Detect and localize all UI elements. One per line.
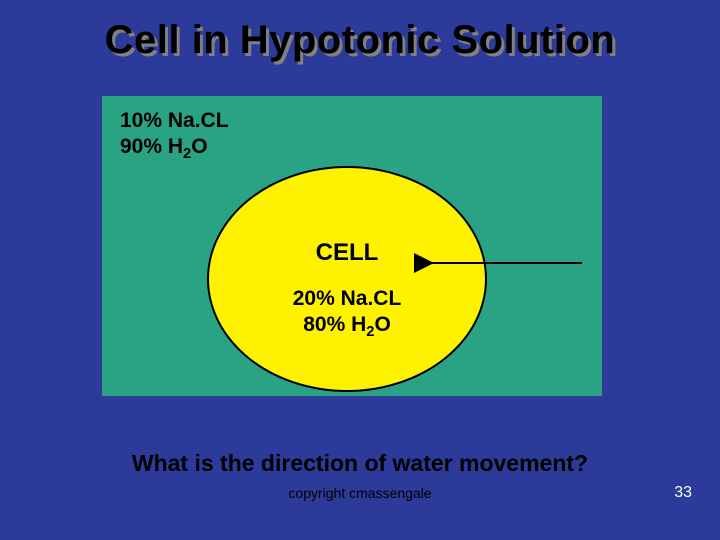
diagram-box: 10% Na.CL 90% H2O CELL 20% Na.CL 80% H2O <box>102 96 602 396</box>
slide: Cell in Hypotonic Solution 10% Na.CL 90%… <box>0 0 720 540</box>
page-number: 33 <box>674 484 692 502</box>
water-movement-arrow <box>102 96 602 396</box>
copyright-text: copyright cmassengale <box>0 485 720 501</box>
title-text: Cell in Hypotonic Solution <box>105 18 616 62</box>
question-text: What is the direction of water movement? <box>0 450 720 477</box>
slide-title: Cell in Hypotonic Solution <box>0 18 720 63</box>
